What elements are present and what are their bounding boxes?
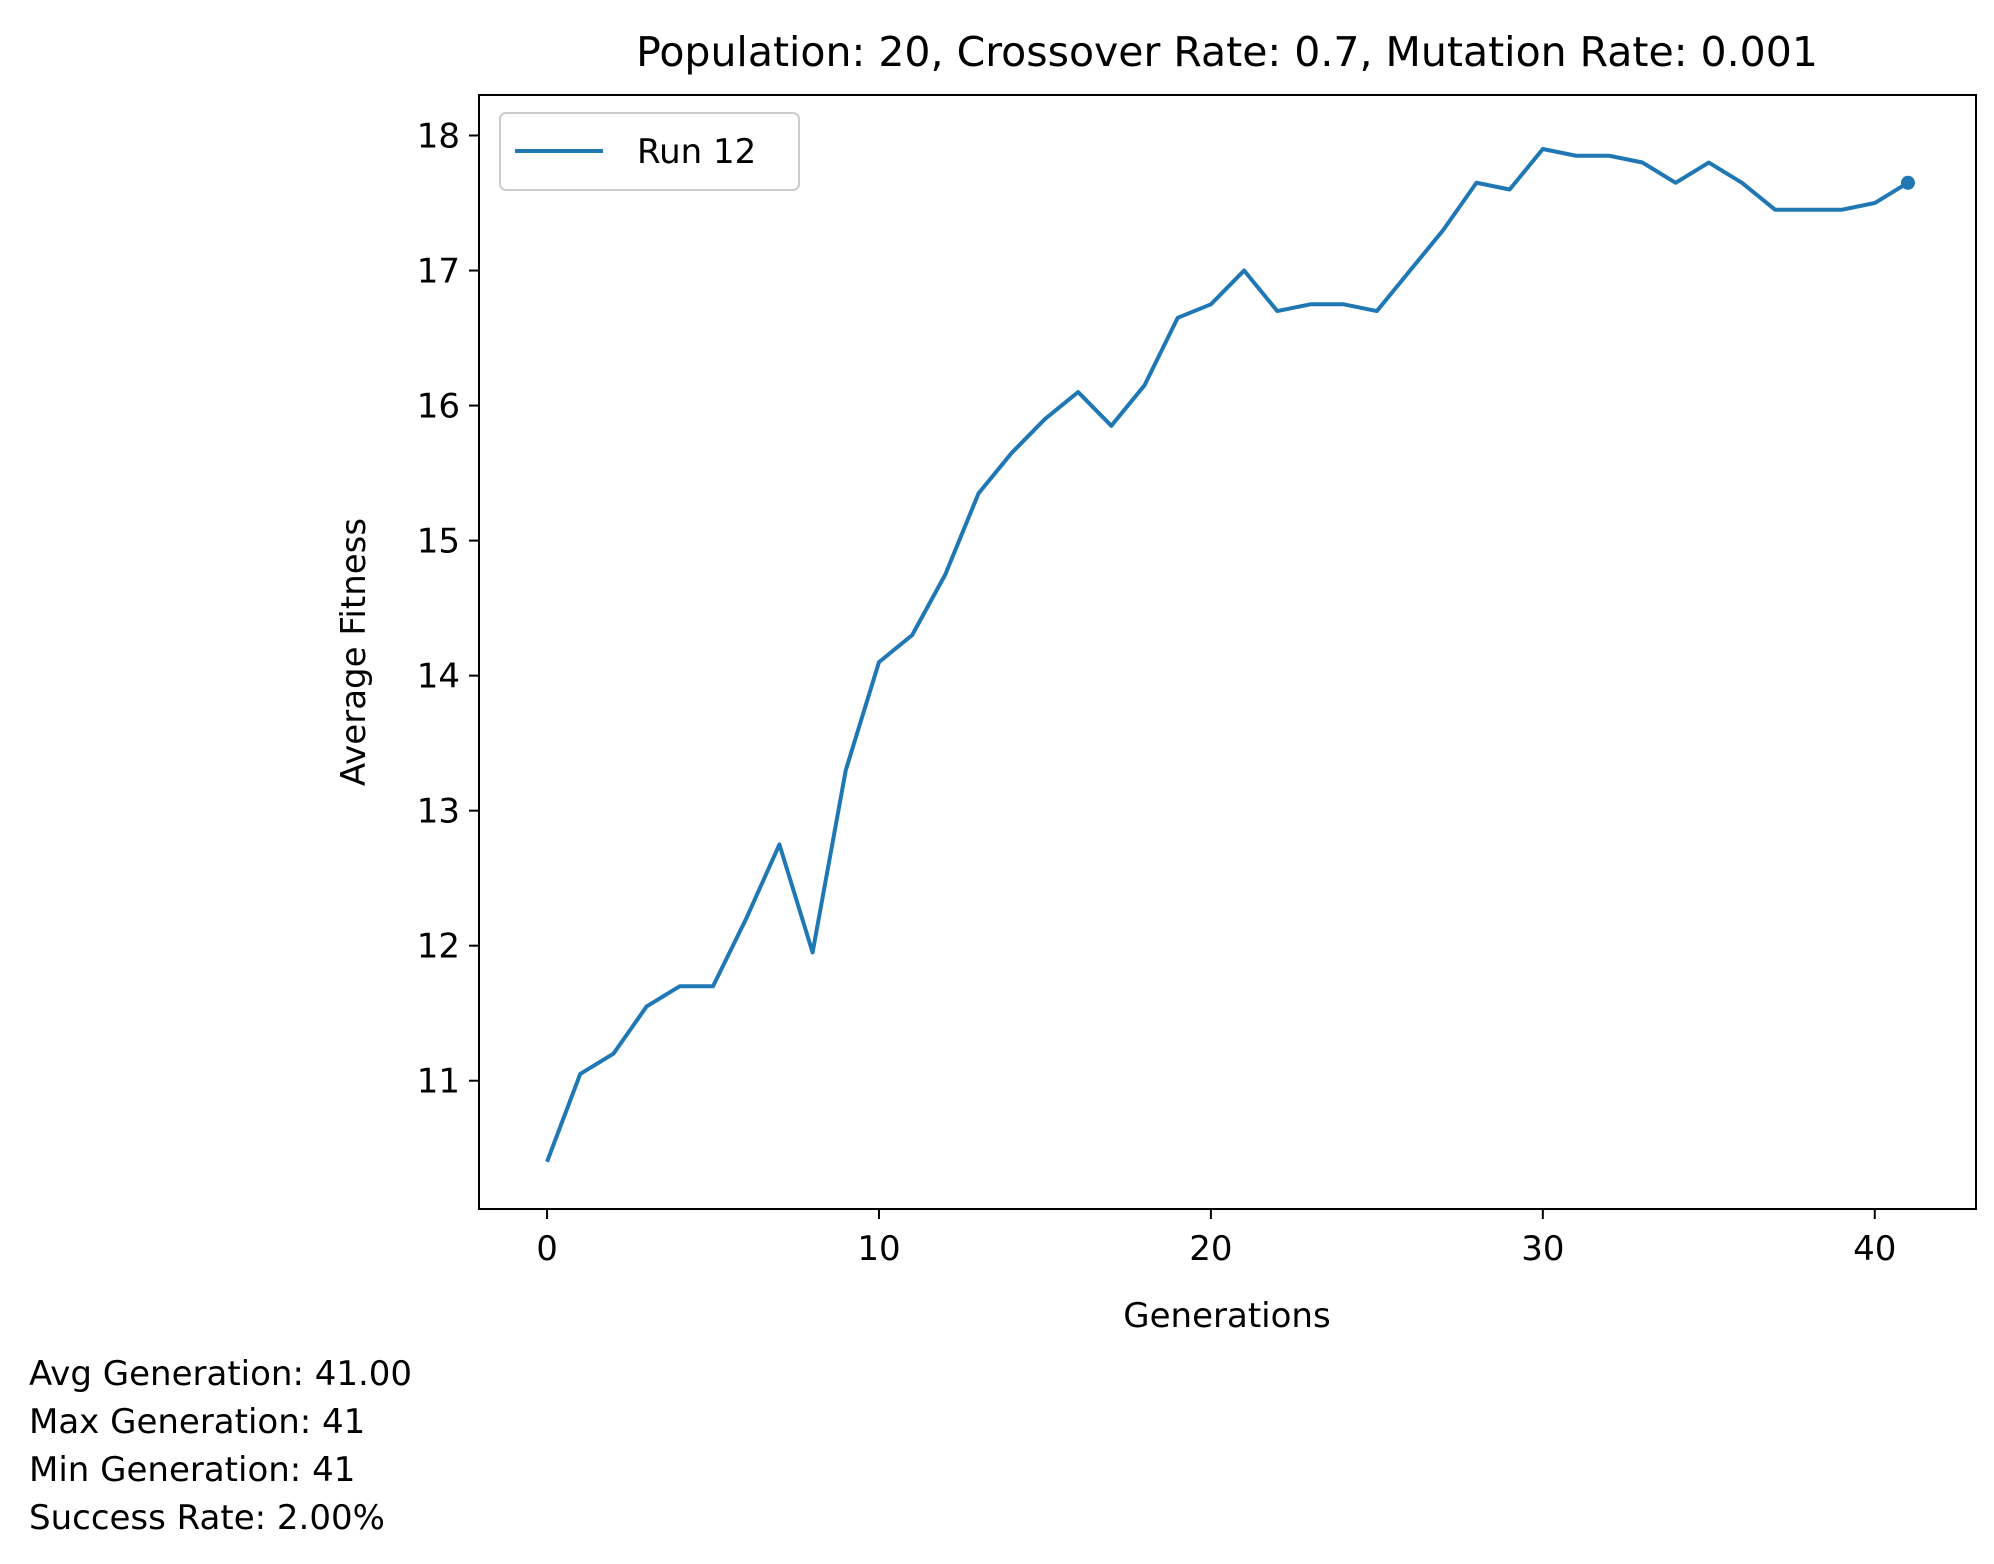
legend-label: Run 12 bbox=[637, 132, 756, 172]
success-rate-stat: Success Rate: 2.00% bbox=[29, 1498, 385, 1538]
legend: Run 12 bbox=[499, 112, 800, 191]
x-tick-label: 30 bbox=[1521, 1229, 1564, 1269]
avg-generation-stat: Avg Generation: 41.00 bbox=[29, 1354, 413, 1394]
y-tick-label: 16 bbox=[417, 387, 460, 427]
summary-stats: Avg Generation: 41.00 Max Generation: 41… bbox=[29, 1350, 412, 1542]
y-tick-label: 17 bbox=[417, 252, 460, 292]
x-tick-label: 40 bbox=[1853, 1229, 1896, 1269]
legend-box bbox=[499, 112, 800, 191]
x-tick-label: 0 bbox=[536, 1229, 558, 1269]
series-line-1 bbox=[545, 147, 1909, 1163]
y-tick-label: 18 bbox=[417, 117, 460, 157]
plot-area bbox=[545, 147, 1915, 1163]
y-tick-label: 13 bbox=[417, 792, 460, 832]
series-end-point bbox=[1900, 175, 1915, 190]
y-tick-label: 15 bbox=[417, 522, 460, 562]
y-tick-label: 12 bbox=[417, 927, 460, 967]
y-axis-label: Average Fitness bbox=[334, 518, 374, 786]
axes-frame bbox=[478, 94, 1977, 1210]
x-axis-label: Generations bbox=[1123, 1296, 1330, 1336]
chart-title: Population: 20, Crossover Rate: 0.7, Mut… bbox=[636, 28, 1818, 76]
y-tick-label: 11 bbox=[417, 1062, 460, 1102]
max-generation-stat: Max Generation: 41 bbox=[29, 1402, 366, 1442]
x-tick-label: 20 bbox=[1189, 1229, 1232, 1269]
y-tick-label: 14 bbox=[417, 657, 460, 697]
min-generation-stat: Min Generation: 41 bbox=[29, 1450, 356, 1490]
axes: 0 10 20 30 40 11 12 13 14 15 16 17 18 bbox=[417, 94, 1977, 1269]
x-tick-label: 10 bbox=[857, 1229, 900, 1269]
